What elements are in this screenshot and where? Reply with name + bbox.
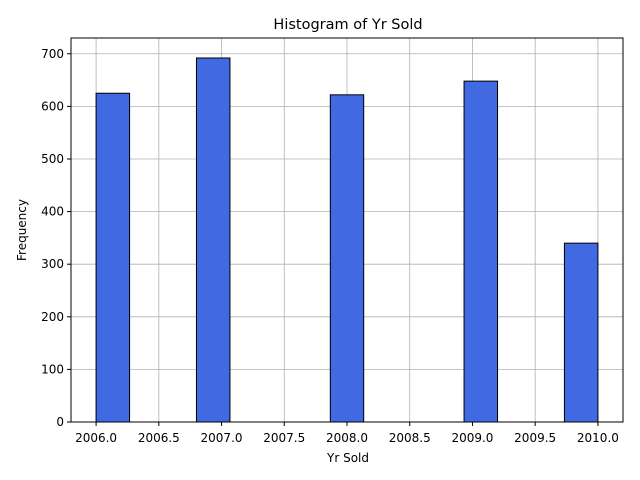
x-tick-label: 2008.0: [326, 431, 368, 445]
histogram-bar: [463, 80, 499, 423]
histogram-bars: [95, 57, 599, 423]
histogram-bar: [95, 92, 131, 423]
y-tick-label: 600: [41, 99, 64, 113]
y-tick-label: 400: [41, 205, 64, 219]
histogram-bar: [329, 94, 365, 423]
x-tick-label: 2007.5: [263, 431, 305, 445]
y-axis-ticks: 0 100 200 300 400 500 600 700: [41, 47, 71, 429]
y-tick-label: 300: [41, 257, 64, 271]
y-axis-label: Frequency: [15, 199, 29, 261]
x-tick-label: 2008.5: [389, 431, 431, 445]
histogram-bar: [195, 57, 231, 423]
histogram-bar: [563, 242, 599, 423]
x-axis-label: Yr Sold: [326, 451, 369, 465]
x-tick-label: 2006.0: [75, 431, 117, 445]
x-tick-label: 2010.0: [577, 431, 619, 445]
y-tick-label: 200: [41, 310, 64, 324]
chart-title: Histogram of Yr Sold: [273, 17, 422, 33]
x-tick-label: 2009.5: [514, 431, 556, 445]
y-tick-label: 700: [41, 47, 64, 61]
y-tick-label: 100: [41, 362, 64, 376]
x-tick-label: 2009.0: [451, 431, 493, 445]
y-tick-label: 0: [56, 415, 64, 429]
x-tick-label: 2007.0: [201, 431, 243, 445]
x-axis-ticks: 2006.0 2006.5 2007.0 2007.5 2008.0 2008.5 2009…: [75, 422, 619, 445]
y-tick-label: 500: [41, 152, 64, 166]
x-tick-label: 2006.5: [138, 431, 180, 445]
